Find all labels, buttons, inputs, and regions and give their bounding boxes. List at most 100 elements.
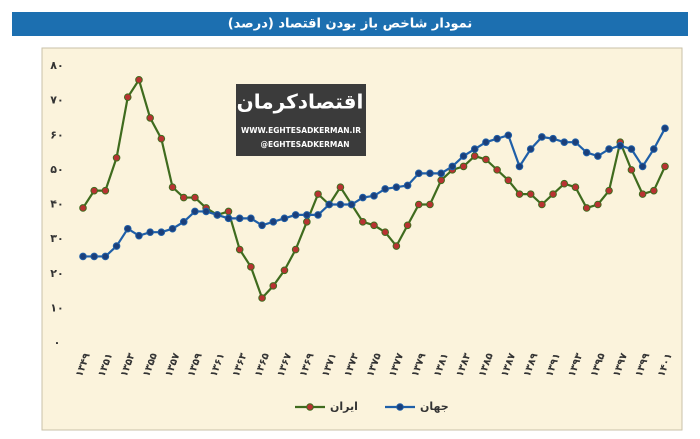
watermark-site: WWW.EGHTESADKERMAN.IR (241, 126, 361, 135)
series-marker (638, 162, 647, 171)
series-marker (571, 138, 580, 146)
series-marker (414, 200, 423, 209)
y-tick-label: ۷۰ (50, 94, 63, 107)
series-marker (448, 162, 457, 171)
series-marker (650, 145, 658, 153)
series-marker (538, 200, 546, 209)
watermark-logo: اقتصادکرمان (237, 90, 364, 114)
series-marker (582, 204, 591, 212)
series-marker (661, 124, 669, 133)
series-marker (359, 218, 367, 226)
series-marker (314, 211, 322, 219)
watermark-box (236, 84, 366, 156)
series-marker (146, 228, 154, 236)
series-marker (370, 221, 378, 230)
series-marker (437, 176, 445, 185)
series-marker (482, 155, 490, 164)
series-marker (571, 183, 580, 191)
series-marker (426, 200, 434, 209)
series-marker (403, 221, 412, 230)
series-marker (370, 192, 378, 200)
series-marker (515, 162, 524, 171)
series-marker (381, 185, 389, 193)
y-tick-label: ۰ (54, 336, 61, 349)
series-marker (269, 218, 278, 226)
series-marker (661, 162, 669, 171)
series-marker (247, 263, 255, 271)
series-marker (191, 207, 199, 216)
series-marker (157, 134, 166, 143)
series-marker (258, 294, 266, 302)
legend-marker (396, 403, 404, 411)
series-marker (403, 181, 412, 190)
series-marker (437, 169, 445, 178)
series-marker (504, 176, 513, 185)
series-marker (493, 134, 501, 143)
series-marker (157, 228, 166, 236)
series-marker (347, 200, 356, 209)
series-marker (470, 152, 479, 160)
series-marker (303, 218, 311, 226)
series-marker (414, 169, 423, 178)
series-marker (526, 190, 535, 198)
series-marker (224, 207, 233, 216)
series-marker (560, 179, 569, 188)
series-marker (112, 242, 121, 250)
series-marker (135, 76, 143, 84)
y-tick-label: ۴۰ (50, 198, 63, 211)
series-marker (336, 183, 345, 191)
y-tick-label: ۲۰ (50, 267, 63, 280)
y-tick-label: ۸۰ (50, 59, 63, 72)
series-marker (582, 148, 591, 157)
series-marker (101, 252, 110, 261)
watermark-handle: @EGHTESADKERMAN (261, 140, 350, 149)
legend-marker (306, 403, 314, 411)
series-marker (504, 131, 513, 140)
series-marker (638, 190, 647, 198)
legend-label: ایران (330, 400, 358, 413)
legend-label: جهان (420, 400, 449, 413)
chart-title: نمودار شاخص باز بودن اقتصاد (درصد) (228, 17, 473, 32)
title-bar (12, 12, 688, 36)
series-marker (224, 214, 233, 223)
series-marker (359, 193, 367, 202)
series-marker (526, 145, 535, 153)
series-marker (146, 114, 154, 122)
series-marker (314, 190, 322, 198)
series-marker (515, 190, 524, 198)
series-marker (90, 252, 98, 261)
series-marker (392, 242, 401, 250)
series-marker (594, 152, 602, 160)
series-marker (291, 245, 300, 254)
series-marker (280, 266, 289, 275)
series-marker (123, 93, 132, 101)
series-marker (179, 218, 188, 226)
series-marker (123, 224, 132, 233)
series-marker (426, 169, 434, 178)
series-marker (493, 166, 501, 174)
series-marker (90, 186, 98, 195)
series-marker (112, 153, 121, 162)
series-marker (381, 228, 389, 236)
series-marker (258, 221, 266, 230)
series-marker (560, 138, 569, 146)
series-marker (616, 141, 625, 150)
series-marker (213, 211, 222, 219)
series-marker (650, 186, 658, 195)
series-marker (336, 200, 345, 209)
series-marker (235, 214, 244, 223)
series-marker (594, 200, 602, 209)
series-marker (101, 186, 110, 195)
series-marker (269, 282, 278, 290)
series-marker (605, 186, 613, 195)
series-marker (627, 145, 636, 153)
series-marker (79, 252, 87, 261)
series-marker (459, 162, 468, 171)
series-marker (179, 193, 188, 202)
series-marker (247, 214, 255, 223)
series-marker (280, 214, 289, 223)
series-marker (538, 133, 546, 141)
series-marker (325, 200, 334, 209)
series-marker (191, 193, 199, 202)
y-tick-label: ۳۰ (50, 232, 63, 245)
